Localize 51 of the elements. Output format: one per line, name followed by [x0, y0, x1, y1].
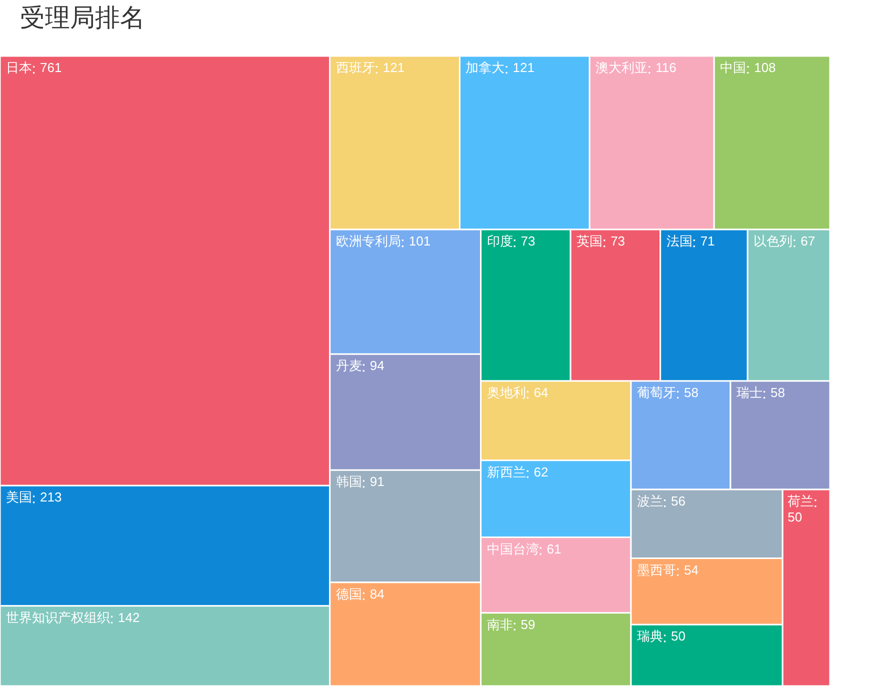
category-label: 中国台湾 — [486, 541, 539, 556]
category-label: 葡萄牙 — [636, 385, 676, 400]
category-label: 西班牙 — [336, 60, 375, 76]
category-label: 新西兰 — [486, 464, 526, 480]
data-label: 213 — [40, 490, 62, 505]
category-label: 墨西哥 — [636, 562, 676, 578]
category-label: 波兰 — [636, 494, 663, 509]
data-label: 50 — [788, 510, 802, 525]
data-label: 108 — [754, 60, 776, 76]
data-label: 94 — [370, 358, 384, 374]
category-label: 奥地利 — [486, 385, 526, 400]
data-label: 62 — [534, 464, 548, 480]
data-label: 761 — [40, 60, 62, 76]
data-label: 58 — [770, 385, 785, 400]
data-label: 54 — [684, 562, 698, 578]
data-label: 64 — [534, 385, 548, 400]
data-label: 67 — [800, 234, 816, 249]
data-label: 59 — [520, 616, 536, 632]
category-label: 英国 — [576, 234, 603, 249]
data-label: 142 — [118, 610, 140, 625]
data-label: 121 — [382, 60, 405, 76]
data-label: 61 — [546, 541, 562, 556]
data-label: 101 — [408, 234, 431, 249]
category-label: 美国 — [6, 490, 32, 505]
data-label: 50 — [670, 628, 686, 644]
data-label: 73 — [520, 234, 536, 249]
category-label: 加拿大 — [466, 60, 505, 76]
data-label: 73 — [610, 234, 626, 249]
category-label: 瑞典 — [636, 628, 663, 644]
data-label: 58 — [684, 385, 698, 400]
category-label: 瑞士 — [736, 385, 762, 400]
data-label: 84 — [370, 586, 384, 602]
category-label: 中国 — [720, 60, 746, 76]
category-label: 印度 — [486, 234, 513, 249]
category-label: 荷兰 — [788, 494, 814, 509]
text: 受理局排名 — [20, 4, 145, 32]
data-label: 71 — [700, 234, 715, 249]
category-label: 澳大利亚 — [596, 60, 648, 76]
category-label: 法国 — [666, 234, 692, 249]
category-label: 丹麦 — [336, 358, 362, 374]
category-label: 以色列 — [754, 234, 793, 249]
category-label: 世界知识产权组织 — [6, 610, 110, 625]
category-label: 德国 — [336, 586, 362, 602]
category-label: 欧洲专利局 — [336, 234, 401, 249]
category-label: 日本 — [6, 60, 32, 76]
data-label: 121 — [512, 60, 534, 76]
data-label: 56 — [670, 494, 686, 509]
category-label: 南非 — [486, 616, 513, 632]
data-label: 91 — [370, 474, 384, 490]
data-label: 116 — [656, 60, 676, 76]
category-label: 韩国 — [336, 474, 362, 490]
